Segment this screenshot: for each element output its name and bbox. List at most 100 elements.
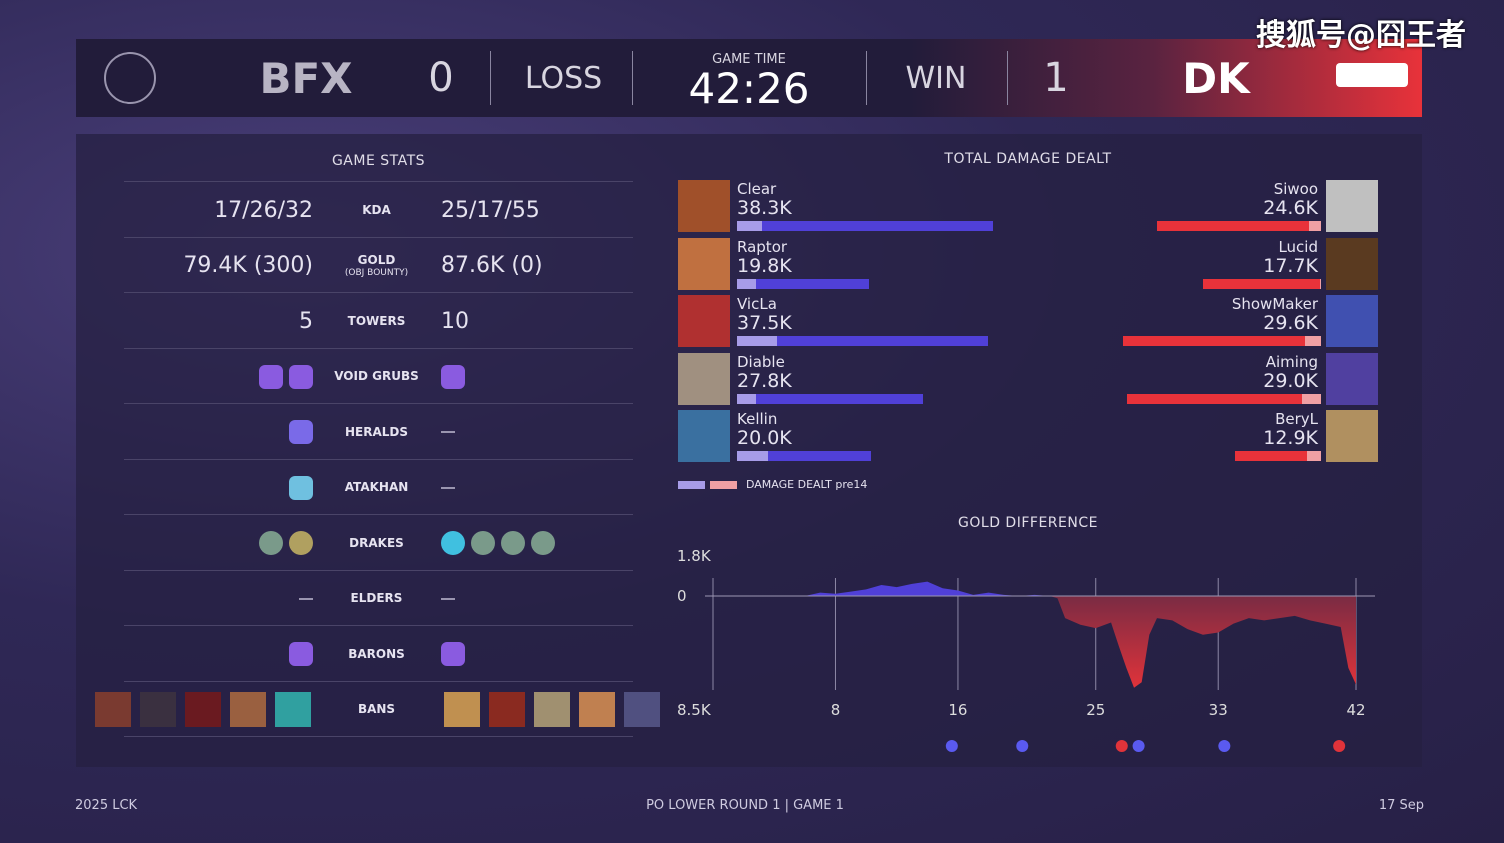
dk-logo	[1336, 63, 1408, 87]
damage-bar	[1156, 221, 1321, 231]
gold-area-positive	[713, 581, 1356, 596]
stat-label: HERALDS	[344, 424, 409, 439]
damage-value: 24.6K	[1263, 197, 1318, 219]
ban-portrait	[624, 692, 660, 727]
baron-icon	[289, 642, 313, 666]
right-team-name: DK	[1182, 53, 1250, 103]
x-tick-label: 25	[1086, 701, 1105, 719]
damage-pre14-bar	[737, 451, 768, 461]
void-grub-icon	[259, 364, 283, 389]
divider	[866, 51, 867, 105]
damage-value: 12.9K	[1263, 427, 1318, 449]
champion-portrait	[1326, 410, 1378, 462]
baron-event-icon	[1218, 740, 1231, 752]
none-dash	[299, 597, 313, 600]
left-value: 79.4K (300)	[183, 253, 313, 278]
damage-pre14-bar	[1306, 451, 1321, 461]
ban-portrait	[185, 692, 221, 727]
champion-portrait	[1326, 237, 1378, 290]
baron-icon	[441, 642, 465, 666]
right-value: 25/17/55	[441, 197, 540, 223]
divider	[124, 736, 633, 737]
damage-legend: DAMAGE DEALT pre14	[746, 478, 868, 491]
damage-row-red: Siwoo 24.6K	[678, 180, 1378, 234]
champion-portrait	[678, 237, 730, 290]
damage-value: 29.0K	[1263, 369, 1318, 392]
damage-bar	[1202, 278, 1321, 289]
damage-pre14-bar	[737, 221, 762, 231]
damage-row-red: BeryL 12.9K	[678, 410, 1378, 464]
stat-label: BARONS	[348, 646, 405, 661]
watermark: 搜狐号@囧王者	[1256, 18, 1466, 53]
stat-row: 17/26/32 KDA 25/17/55	[124, 181, 633, 237]
baron-event-icon	[1115, 740, 1128, 752]
damage-pre14-bar	[1308, 221, 1321, 231]
footer-round: PO LOWER ROUND 1 | GAME 1	[646, 798, 844, 813]
mountain-drake-icon	[289, 531, 313, 555]
cloud-drake-icon	[531, 531, 555, 555]
none-dash	[441, 486, 455, 489]
damage-value: 17.7K	[1263, 254, 1318, 277]
game-time-label: GAME TIME	[712, 51, 786, 67]
left-value: 17/26/32	[214, 197, 313, 223]
none-dash	[441, 431, 455, 433]
gold-area-negative	[713, 596, 1356, 688]
stat-label: KDA	[362, 202, 391, 217]
x-tick-label: 33	[1209, 701, 1228, 719]
left-team-name: BFX	[259, 53, 353, 103]
ban-portrait	[579, 692, 615, 727]
champion-portrait	[1326, 295, 1378, 347]
damage-title: TOTAL DAMAGE DEALT	[944, 151, 1112, 167]
stat-label: ATAKHAN	[344, 480, 409, 494]
player-name: Diable	[737, 352, 785, 371]
elder-a-event-icon	[1333, 740, 1346, 752]
ban-portrait	[140, 692, 176, 727]
damage-row-blue: Raptor 19.8K	[678, 237, 1378, 292]
stat-label: VOID GRUBS	[334, 369, 419, 383]
ban-portrait	[534, 692, 570, 727]
damage-pre14-bar	[1304, 336, 1321, 346]
none-dash	[441, 597, 455, 600]
x-tick-label: 8	[831, 701, 841, 719]
stat-label: BANS	[357, 702, 396, 716]
damage-row-blue: VicLa 37.5K	[678, 295, 1378, 349]
damage-bar	[1123, 336, 1321, 346]
cloud-drake-icon	[259, 531, 283, 555]
damage-pre14-bar	[737, 336, 778, 346]
ban-portrait	[444, 692, 480, 727]
y-zero-label: 0	[677, 587, 687, 605]
stat-row: 5 TOWERS 10	[124, 292, 633, 348]
damage-value: 38.3K	[737, 197, 792, 219]
ban-portrait	[230, 692, 266, 727]
damage-bar	[1234, 451, 1321, 461]
stat-row: VOID GRUBS	[124, 347, 633, 404]
player-name: Aiming	[1265, 352, 1318, 371]
damage-value: 19.8K	[737, 254, 792, 277]
right-value: 87.6K (0)	[441, 253, 543, 278]
damage-pre14-bar	[1319, 278, 1321, 289]
legend-swatch-red	[710, 481, 737, 489]
stat-row: BARONS	[124, 625, 633, 681]
damage-row-blue: Diable 27.8K	[678, 352, 1378, 407]
stat-row: HERALDS	[124, 403, 633, 459]
herald-icon	[289, 420, 313, 444]
ban-portrait	[489, 692, 525, 727]
champion-portrait	[678, 410, 730, 462]
divider	[1007, 51, 1008, 105]
herald-event-icon	[945, 740, 958, 752]
stat-row: ATAKHAN	[124, 458, 633, 515]
right-value: 10	[441, 308, 469, 334]
player-name: BeryL	[1275, 410, 1318, 428]
damage-pre14-bar	[1301, 393, 1321, 404]
stat-sublabel: (OBJ BOUNTY)	[344, 268, 409, 278]
player-name: VicLa	[737, 295, 777, 313]
legend-swatch-blue	[678, 481, 705, 489]
damage-value: 20.0K	[737, 427, 792, 449]
player-name: Siwoo	[1273, 180, 1318, 198]
game-stats-title: GAME STATS	[331, 153, 426, 169]
void-grub-icon	[441, 364, 465, 389]
game-time: 42:26	[688, 63, 810, 113]
damage-bar	[737, 393, 923, 404]
hextech-drake-icon	[441, 531, 465, 555]
scoreboard: BFX 0 LOSS GAME TIME 42:26 WIN 1 DK	[76, 39, 1422, 117]
